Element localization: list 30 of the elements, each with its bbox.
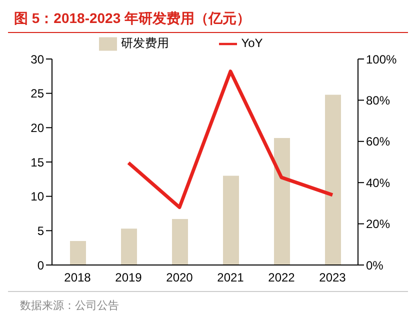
bar (172, 218, 188, 265)
line-series (126, 70, 334, 210)
bar (121, 228, 137, 265)
y2-tick-label: 40% (366, 176, 390, 190)
legend-label: YoY (241, 36, 263, 50)
bar (223, 176, 239, 265)
y2-tick-label: 0% (366, 258, 384, 272)
x-tick-label: 2018 (64, 270, 92, 285)
bar (325, 94, 341, 265)
legend-label: 研发费用 (121, 36, 170, 50)
x-tick-label: 2023 (319, 270, 346, 285)
y-tick-label: 10 (30, 190, 44, 204)
x-tick-label: 2021 (217, 270, 244, 285)
bar (274, 138, 290, 265)
x-tick-label: 2019 (115, 270, 142, 285)
y2-tick-label: 20% (366, 217, 390, 232)
y-tick-label: 5 (37, 224, 44, 238)
y-tick-label: 25 (30, 86, 44, 101)
y2-tick-label: 80% (366, 93, 390, 108)
chart-title: 图 5：2018-2023 年研发费用（亿元） (8, 8, 408, 33)
x-tick-label: 2022 (268, 270, 296, 285)
source-note: 数据来源：公司公告 (8, 291, 408, 313)
y2-tick-label: 60% (366, 134, 390, 149)
y-tick-label: 20 (30, 120, 44, 135)
y-tick-label: 30 (30, 52, 44, 66)
x-tick-label: 2020 (166, 270, 194, 285)
bar (70, 240, 86, 265)
y-tick-label: 15 (30, 155, 44, 170)
y-tick-label: 0 (37, 258, 44, 272)
y2-tick-label: 100% (366, 52, 398, 66)
